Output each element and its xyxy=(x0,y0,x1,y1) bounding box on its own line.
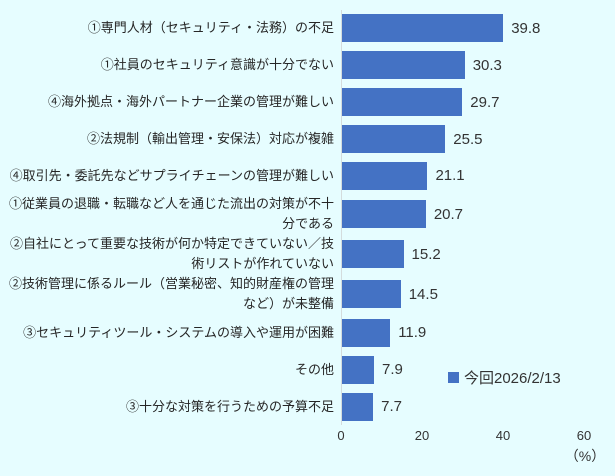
value-label: 7.9 xyxy=(381,361,403,379)
bar-row: ①従業員の退職・転職など人を通じた流出の対策が不十分である 20.7 xyxy=(0,194,615,235)
bar-cell: 15.2 xyxy=(341,234,585,275)
x-axis-tick-label: 40 xyxy=(495,428,511,443)
bar-cell: 11.9 xyxy=(341,314,585,352)
value-label: 20.7 xyxy=(433,205,464,223)
bar xyxy=(342,125,446,154)
bar-cell: 39.8 xyxy=(341,10,585,47)
value-label: 14.5 xyxy=(408,285,438,303)
value-label: 30.3 xyxy=(472,56,502,74)
bar xyxy=(342,200,426,229)
bar xyxy=(342,88,463,117)
x-axis-tick-label: 0 xyxy=(337,428,345,443)
chart-rows: ①専門人材（セキュリティ・法務）の不足 39.8 ①社員のセキュリティ意識が十分でな… xyxy=(0,10,615,425)
value-label: 15.2 xyxy=(411,245,441,263)
legend: 今回2026/2/13 xyxy=(448,367,561,388)
legend-label: 今回2026/2/13 xyxy=(464,370,561,387)
category-label: ②法規制（輸出管理・安保法）対応が複雑 xyxy=(86,131,334,147)
bar xyxy=(342,51,465,80)
value-label: 25.5 xyxy=(453,130,483,148)
bar xyxy=(342,161,428,190)
category-label: ①社員のセキュリティ意識が十分でない xyxy=(100,57,334,73)
category-label: ④取引先・委託先などサプライチェーンの管理が難しい xyxy=(9,167,334,183)
category-label: その他 xyxy=(294,361,334,377)
category-label: ①専門人材（セキュリティ・法務）の不足 xyxy=(87,20,334,36)
bar xyxy=(342,14,504,43)
bar-row: ③セキュリティツール・システムの導入や運用が困難 11.9 xyxy=(0,314,615,352)
value-label: 7.7 xyxy=(381,398,403,416)
bar-cell: 7.9 xyxy=(341,351,585,389)
x-axis-unit-label: （%） xyxy=(564,448,606,464)
bar xyxy=(342,280,401,309)
bar-row: ①専門人材（セキュリティ・法務）の不足 39.8 xyxy=(0,10,615,47)
legend-marker-icon xyxy=(448,372,459,383)
bar-row: ③十分な対策を行うための予算不足 7.7 xyxy=(0,388,615,425)
bar-cell: 30.3 xyxy=(341,46,585,84)
bar-row: ②自社にとって重要な技術が何か特定できていない／技術リストが作れていない 15.2 xyxy=(0,234,615,275)
bar-row: その他 7.9 xyxy=(0,351,615,389)
value-label: 39.8 xyxy=(511,19,541,37)
bar-cell: 21.1 xyxy=(341,157,585,195)
value-label: 21.1 xyxy=(435,167,465,185)
bar-cell: 7.7 xyxy=(341,388,585,425)
category-label: ③十分な対策を行うための予算不足 xyxy=(125,398,334,414)
bar xyxy=(342,240,404,269)
bar-row: ④取引先・委託先などサプライチェーンの管理が難しい 21.1 xyxy=(0,157,615,195)
value-label: 29.7 xyxy=(470,93,500,111)
bar-row: ④海外拠点・海外パートナー企業の管理が難しい 29.7 xyxy=(0,83,615,121)
bar xyxy=(342,392,374,421)
category-label: ②技術管理に係るルール（営業秘密、知的財産権の管理など）が未整備 xyxy=(8,276,334,312)
bar-row: ①社員のセキュリティ意識が十分でない 30.3 xyxy=(0,46,615,84)
bar-cell: 29.7 xyxy=(341,83,585,121)
bar-cell: 25.5 xyxy=(341,120,585,158)
x-axis-tick-label: 60 xyxy=(576,428,592,443)
bar-cell: 20.7 xyxy=(341,194,585,235)
bar xyxy=(342,355,374,384)
x-axis-tick-label: 20 xyxy=(414,428,430,443)
value-label: 11.9 xyxy=(398,324,427,342)
category-label: ②自社にとって重要な技術が何か特定できていない／技術リストが作れていない xyxy=(10,236,334,272)
category-label: ④海外拠点・海外パートナー企業の管理が難しい xyxy=(47,94,334,110)
bar xyxy=(342,318,391,347)
bar-row: ②技術管理に係るルール（営業秘密、知的財産権の管理など）が未整備 14.5 xyxy=(0,274,615,315)
bar-cell: 14.5 xyxy=(341,274,585,315)
category-label: ①従業員の退職・転職など人を通じた流出の対策が不十分である xyxy=(8,196,334,232)
category-label: ③セキュリティツール・システムの導入や運用が困難 xyxy=(23,324,334,340)
bar-row: ②法規制（輸出管理・安保法）対応が複雑 25.5 xyxy=(0,120,615,158)
x-axis: （%） 0 20 40 60 xyxy=(337,428,605,468)
